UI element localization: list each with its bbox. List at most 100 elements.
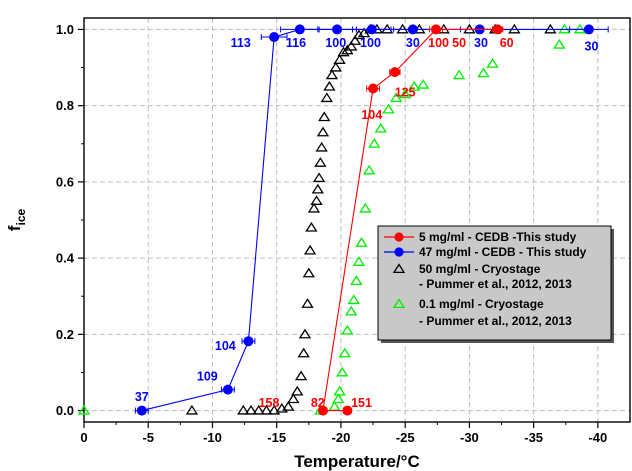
series-2	[185, 23, 557, 415]
data-point	[477, 67, 490, 78]
data-point	[222, 384, 233, 395]
x-axis-label: Temperature/°C	[294, 452, 420, 471]
data-point	[311, 183, 324, 194]
data-point	[329, 61, 342, 72]
data-point	[307, 202, 321, 213]
data-point	[355, 237, 368, 247]
data-label: 100	[428, 36, 449, 50]
data-point	[573, 23, 587, 34]
x-tick-label: -35	[524, 430, 543, 445]
data-point	[407, 80, 421, 91]
data-point	[352, 29, 366, 40]
x-tick-label: -5	[142, 430, 154, 445]
data-point	[368, 138, 381, 148]
data-point	[345, 40, 358, 51]
legend-marker	[392, 298, 406, 309]
data-point	[348, 35, 362, 45]
y-tick-label: 1.0	[56, 22, 74, 37]
data-label: 82	[311, 396, 325, 410]
data-point	[508, 23, 521, 34]
data-point	[243, 336, 254, 347]
data-label: 116	[286, 36, 306, 50]
series-0	[317, 24, 504, 416]
data-point	[347, 294, 360, 305]
series-1	[134, 24, 609, 416]
data-point	[366, 24, 377, 35]
x-tick-label: -25	[396, 430, 415, 445]
data-label: 125	[395, 85, 416, 99]
data-label: 100	[325, 36, 346, 50]
data-point	[314, 157, 327, 167]
data-point	[333, 54, 346, 64]
data-label: 37	[135, 390, 149, 404]
data-point	[77, 404, 91, 415]
data-point	[328, 401, 341, 411]
grid-lines	[83, 18, 630, 422]
y-axis-label-main: f	[5, 225, 24, 231]
data-point	[374, 122, 387, 133]
legend-label: 0.1 mg/ml - Cryostage	[419, 297, 544, 311]
legend-marker	[394, 232, 404, 242]
legend-label-line2: - Pummer et al., 2012, 2013	[419, 314, 572, 328]
data-point	[336, 366, 349, 377]
data-label: 158	[259, 396, 280, 410]
axis-ticks: 0 -5 -10 -15 -20 -25 -30 -35 -40 0.0 0.2 0.4 0.6 0.8 1…	[56, 22, 607, 445]
y-axis-label: fice	[5, 209, 28, 232]
data-point	[332, 393, 345, 404]
data-point	[282, 401, 295, 411]
data-point	[287, 393, 300, 404]
x-tick-label: 0	[80, 430, 87, 445]
data-point	[345, 305, 358, 316]
data-point	[185, 404, 199, 415]
data-label: 50	[452, 36, 466, 50]
data-label: 151	[351, 396, 372, 410]
x-tick-label: -20	[332, 430, 351, 445]
x-tick-label: -10	[203, 430, 222, 445]
data-point	[297, 347, 310, 358]
data-point	[294, 24, 305, 35]
data-point	[452, 69, 466, 80]
data-point	[317, 405, 328, 416]
data-point	[298, 328, 312, 339]
data-point	[305, 221, 318, 232]
data-point	[381, 23, 394, 34]
data-point	[583, 24, 594, 35]
data-point	[237, 404, 250, 415]
data-point	[310, 195, 323, 205]
data-label: 30	[585, 40, 599, 54]
data-point	[244, 404, 258, 415]
legend-marker	[392, 263, 406, 274]
data-point	[368, 83, 379, 94]
data-point	[486, 58, 499, 68]
data-point	[350, 275, 363, 286]
legend-label: 47 mg/ml - CEDB - This study	[419, 245, 587, 259]
data-point	[320, 92, 333, 103]
y-axis-label-sub: ice	[14, 209, 28, 226]
data-point	[363, 164, 376, 175]
y-tick-label: 0.2	[56, 327, 74, 342]
y-tick-label: 0.6	[56, 174, 74, 189]
data-point	[390, 92, 403, 103]
data-point	[389, 67, 400, 78]
data-point	[252, 404, 265, 415]
legend-marker	[394, 247, 404, 257]
data-point	[332, 24, 343, 35]
data-label: 113	[231, 36, 251, 50]
series-line	[141, 28, 589, 412]
data-point	[333, 385, 346, 396]
data-point	[323, 80, 336, 91]
data-point	[396, 23, 409, 34]
y-tick-label: 0.0	[56, 403, 74, 418]
x-tick-label: -15	[267, 430, 286, 445]
data-point	[431, 24, 442, 35]
data-point	[337, 46, 350, 57]
legend-label: 5 mg/ml - CEDB -This study	[419, 230, 577, 244]
data-point	[267, 404, 281, 415]
data-point	[341, 324, 354, 335]
data-point	[136, 405, 147, 416]
data-point	[318, 111, 331, 122]
data-point	[492, 24, 503, 35]
